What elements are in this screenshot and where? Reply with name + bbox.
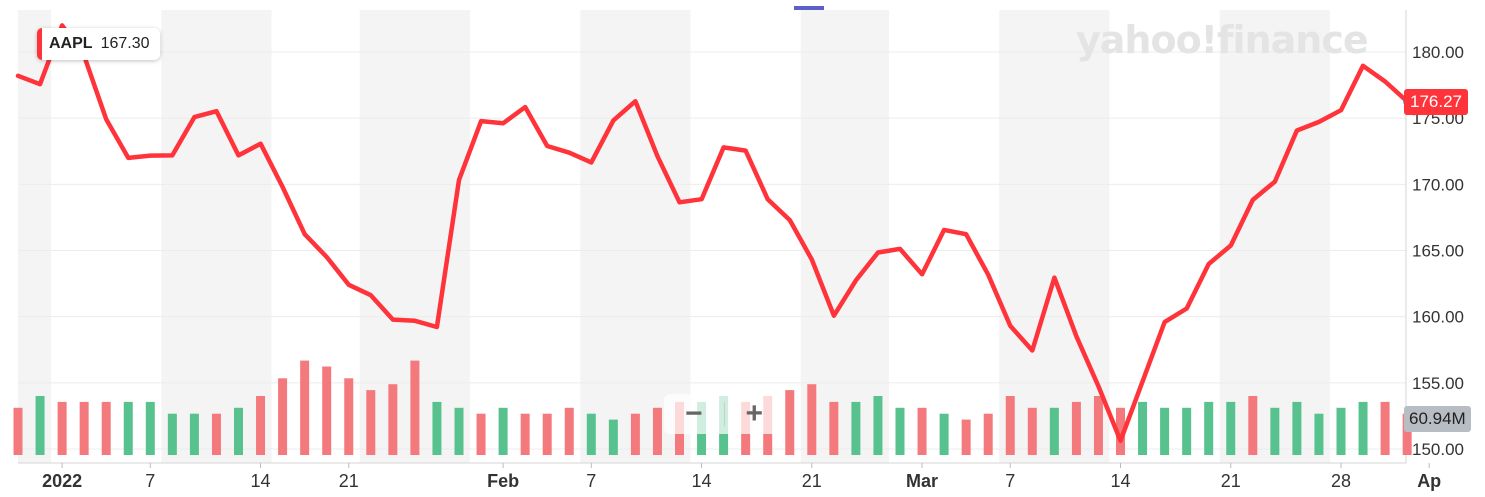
x-tick-label: 28 — [1331, 471, 1351, 491]
x-tick-label: 7 — [586, 471, 596, 491]
range-indicator — [794, 6, 824, 10]
legend-symbol: AAPL — [49, 35, 93, 52]
volume-bar — [983, 413, 993, 455]
volume-bar — [35, 396, 45, 455]
volume-bar — [785, 390, 795, 455]
volume-bar — [608, 419, 618, 455]
y-tick-label: 170.00 — [1412, 175, 1464, 194]
y-tick-label: 150.00 — [1412, 440, 1464, 459]
volume-bar — [1336, 407, 1346, 455]
volume-bar — [1358, 401, 1368, 455]
volume-bar — [300, 360, 310, 455]
volume-bar — [586, 413, 596, 455]
y-tick-label: 155.00 — [1412, 374, 1464, 393]
volume-bar — [498, 407, 508, 455]
x-tick-label: Mar — [906, 471, 938, 491]
volume-bar — [234, 407, 243, 455]
week-band — [18, 10, 52, 463]
yahoo-finance-watermark: yahoo!finance — [1076, 18, 1369, 62]
volume-bar — [630, 413, 640, 455]
volume-bar — [476, 413, 486, 455]
volume-bar — [101, 401, 111, 455]
y-tick-label: 165.00 — [1412, 242, 1464, 261]
x-tick-label: Feb — [487, 471, 519, 491]
volume-bar — [807, 384, 817, 455]
volume-bar — [1292, 401, 1302, 455]
volume-bar — [432, 401, 442, 455]
volume-bar — [939, 413, 949, 455]
x-tick-label: 21 — [802, 471, 822, 491]
week-band — [580, 10, 691, 463]
x-tick-label: 14 — [692, 471, 712, 491]
zoom-in-button[interactable]: + — [745, 397, 764, 430]
volume-bar — [13, 407, 23, 455]
x-tick-label: 7 — [1005, 471, 1015, 491]
volume-bar — [520, 413, 530, 455]
x-tick-label: 21 — [339, 471, 359, 491]
week-band — [161, 10, 272, 463]
volume-bar — [1049, 407, 1059, 455]
volume-bar — [410, 360, 420, 455]
volume-bar — [542, 413, 552, 455]
volume-bar — [873, 396, 883, 455]
y-tick-label: 180.00 — [1412, 43, 1464, 62]
volume-bar — [1005, 396, 1015, 455]
x-tick-label: Ap — [1417, 471, 1441, 491]
volume-bar — [388, 384, 398, 455]
volume-bar — [564, 407, 574, 455]
week-band — [999, 10, 1110, 463]
volume-bar — [211, 413, 221, 455]
volume-bar — [1248, 396, 1258, 455]
zoom-out-button[interactable]: − — [684, 397, 703, 430]
volume-bar — [1027, 407, 1037, 455]
volume-bar — [1116, 407, 1125, 455]
volume-bar — [145, 401, 155, 455]
volume-bar — [851, 401, 861, 455]
volume-badge: 60.94M — [1404, 406, 1471, 432]
legend-value: 167.30 — [100, 35, 150, 52]
volume-bar — [1182, 407, 1192, 455]
volume-bar — [1160, 407, 1170, 455]
price-series-line — [15, 23, 1410, 444]
volume-bar — [1402, 413, 1412, 455]
volume-bar — [917, 407, 927, 455]
volume-bar — [278, 378, 288, 455]
volume-bar — [189, 413, 199, 455]
x-tick-label: 14 — [1110, 471, 1130, 491]
volume-bar — [57, 401, 67, 455]
volume-bar — [895, 407, 905, 455]
x-tick-label: 2022 — [42, 471, 82, 491]
y-tick-label: 160.00 — [1412, 308, 1464, 327]
legend-swatch — [37, 28, 42, 60]
x-tick-label: 21 — [1221, 471, 1241, 491]
volume-bar — [1071, 401, 1081, 455]
volume-bar — [1093, 396, 1103, 455]
volume-bar — [1314, 413, 1324, 455]
volume-bar — [322, 366, 332, 455]
zoom-control: − + — [664, 394, 784, 434]
volume-bar — [366, 390, 376, 455]
volume-bar — [79, 401, 89, 455]
volume-bar — [652, 407, 662, 455]
week-band — [1219, 10, 1330, 463]
volume-bar — [167, 413, 177, 455]
x-tick-label: 14 — [251, 471, 271, 491]
volume-bar — [123, 401, 133, 455]
last-price-badge: 176.27 — [1404, 89, 1468, 115]
volume-bar — [344, 378, 354, 455]
volume-bar — [1380, 401, 1390, 455]
volume-bar — [961, 419, 971, 455]
x-tick-label: 7 — [145, 471, 155, 491]
volume-bar — [256, 396, 266, 455]
volume-bar — [454, 407, 464, 455]
volume-bar — [1270, 407, 1280, 455]
volume-bar — [1226, 401, 1236, 455]
volume-bar — [1204, 401, 1214, 455]
volume-bar — [829, 401, 839, 455]
volume-bar — [1138, 401, 1148, 455]
symbol-legend[interactable]: AAPL 167.30 — [37, 28, 160, 60]
zoom-separator — [723, 402, 725, 426]
